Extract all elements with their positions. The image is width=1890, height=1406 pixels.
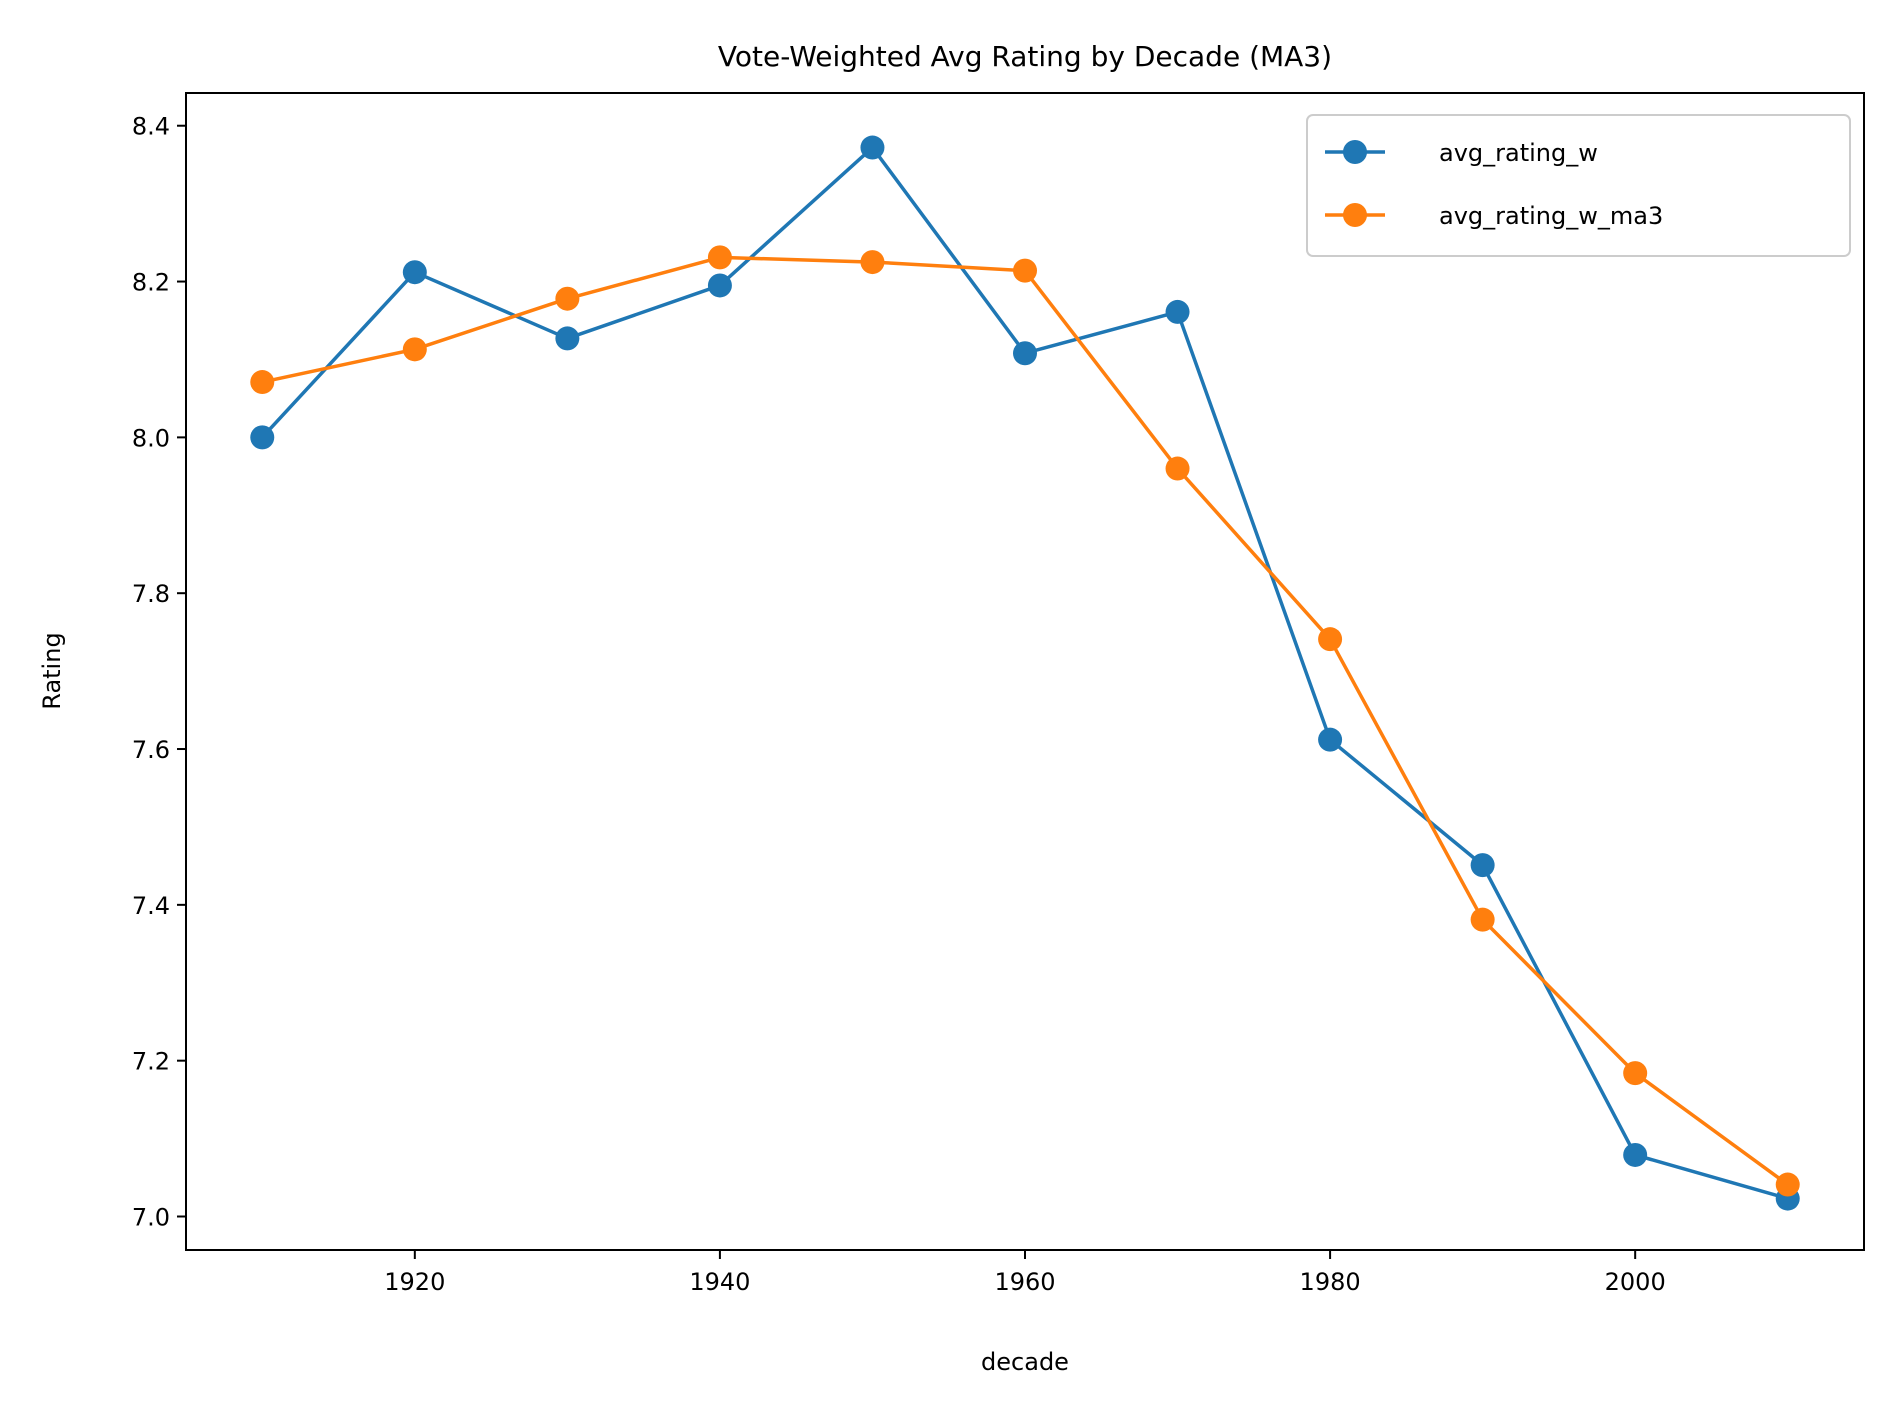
x-tick-label: 1940 [689,1268,750,1296]
data-point-avg_rating_w_ma3 [1013,258,1037,283]
data-point-avg_rating_w [1013,341,1037,366]
data-point-avg_rating_w [1623,1142,1648,1167]
legend-marker-avg_rating_w [1343,140,1367,164]
data-point-avg_rating_w [1318,727,1343,752]
legend: avg_rating_w avg_rating_w_ma3 [1306,114,1851,257]
y-tick-label: 8.4 [132,113,170,141]
data-point-avg_rating_w_ma3 [1470,907,1495,932]
x-axis-ticks: 1920 1940 1960 1980 2000 [384,1250,1666,1296]
data-point-avg_rating_w_ma3 [555,286,580,311]
data-point-avg_rating_w [1470,853,1495,878]
data-point-avg_rating_w_ma3 [1775,1172,1800,1197]
y-tick-label: 8.2 [132,269,170,297]
y-tick-label: 7.4 [132,892,170,920]
data-point-avg_rating_w [250,425,275,450]
legend-label-avg_rating_w_ma3: avg_rating_w_ma3 [1439,202,1663,230]
data-point-avg_rating_w [1165,299,1190,324]
legend-box [1306,114,1851,257]
y-tick-label: 7.6 [132,736,170,764]
y-tick-label: 8.0 [132,424,170,452]
data-point-avg_rating_w [860,135,885,160]
data-point-avg_rating_w_ma3 [1165,456,1190,481]
y-axis-ticks: 7.0 7.2 7.4 7.6 7.8 8.0 8.2 8.4 [132,113,186,1231]
y-tick-label: 7.2 [132,1048,170,1076]
chart-title: Vote-Weighted Avg Rating by Decade (MA3) [718,40,1332,73]
x-tick-label: 2000 [1605,1268,1666,1296]
legend-marker-avg_rating_w_ma3 [1343,203,1367,227]
series-line-avg_rating_w [260,145,1789,1201]
data-point-avg_rating_w_ma3 [707,245,732,270]
data-point-avg_rating_w [707,273,732,298]
data-point-avg_rating_w_ma3 [1623,1061,1648,1086]
data-point-avg_rating_w_ma3 [250,370,275,395]
data-point-avg_rating_w_ma3 [1318,627,1343,652]
x-tick-label: 1980 [1300,1268,1361,1296]
data-point-avg_rating_w [402,260,427,285]
plot-area [250,135,1800,1211]
y-axis-label: Rating [38,632,66,709]
y-tick-label: 7.0 [132,1203,170,1231]
x-tick-label: 1920 [384,1268,445,1296]
y-tick-label: 7.8 [132,580,170,608]
data-point-avg_rating_w_ma3 [402,337,427,362]
data-point-avg_rating_w [555,326,580,351]
data-point-avg_rating_w_ma3 [860,250,885,275]
x-tick-label: 1960 [994,1268,1055,1296]
x-axis-label: decade [981,1348,1069,1376]
legend-label-avg_rating_w: avg_rating_w [1439,139,1598,167]
series-line-avg_rating_w_ma3 [261,255,1789,1186]
